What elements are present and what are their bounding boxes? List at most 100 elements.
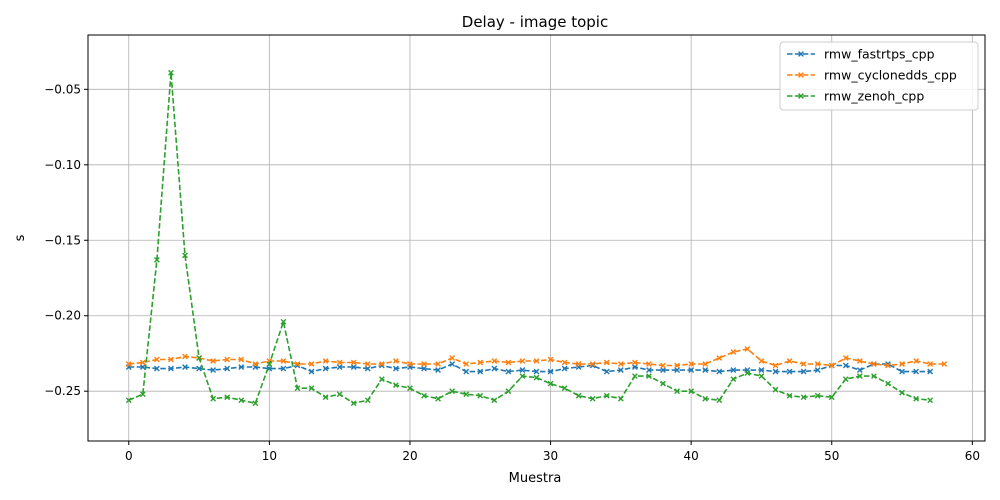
- legend-label: rmw_fastrtps_cpp: [824, 47, 935, 62]
- data-point: [814, 361, 821, 367]
- data-point: [772, 386, 779, 393]
- data-point: [210, 395, 217, 402]
- data-point: [758, 367, 765, 373]
- data-point: [505, 359, 512, 366]
- data-point: [660, 380, 666, 387]
- data-point: [435, 361, 441, 367]
- data-point: [364, 365, 371, 372]
- data-point: [139, 364, 146, 370]
- data-point: [350, 364, 357, 370]
- data-point: [800, 394, 807, 401]
- x-tick-label: 60: [965, 449, 980, 463]
- data-point: [702, 361, 709, 367]
- data-point: [280, 318, 287, 325]
- data-point: [786, 392, 793, 399]
- data-point: [336, 359, 343, 366]
- data-point: [730, 367, 737, 373]
- data-point: [674, 367, 680, 373]
- data-point: [786, 358, 793, 364]
- data-point: [393, 382, 399, 389]
- data-point: [378, 361, 385, 367]
- data-point: [927, 361, 934, 367]
- data-point: [716, 397, 723, 404]
- data-point: [927, 368, 934, 375]
- data-point: [421, 365, 427, 372]
- series-rmw-zenoh-cpp: [125, 69, 934, 407]
- data-point: [421, 392, 427, 399]
- legend-marker: [798, 51, 804, 57]
- data-point: [238, 356, 245, 363]
- data-point: [772, 362, 779, 369]
- series-line-rmw-zenoh-cpp: [128, 72, 931, 405]
- data-point: [702, 395, 709, 402]
- data-point: [336, 364, 343, 370]
- data-point: [828, 362, 835, 369]
- x-tick-label: 40: [684, 449, 699, 463]
- data-point: [533, 374, 540, 381]
- data-point: [744, 346, 751, 352]
- data-point: [210, 367, 217, 373]
- data-point: [589, 395, 596, 402]
- x-axis-label: Muestra: [509, 471, 562, 486]
- data-point: [856, 367, 863, 373]
- data-point: [885, 380, 891, 387]
- data-point: [449, 355, 456, 361]
- data-point: [238, 364, 245, 370]
- data-point: [660, 367, 666, 373]
- data-point: [224, 365, 231, 372]
- legend-label: rmw_zenoh_cpp: [824, 89, 924, 104]
- data-point: [182, 353, 188, 360]
- data-point: [350, 359, 357, 366]
- data-point: [449, 361, 456, 367]
- data-point: [378, 376, 385, 383]
- data-point: [702, 367, 709, 373]
- data-point: [533, 368, 540, 375]
- data-point: [617, 395, 624, 402]
- series-layer: [125, 69, 948, 407]
- data-point: [617, 367, 624, 373]
- data-point: [491, 358, 498, 364]
- data-point: [800, 361, 807, 367]
- data-point: [308, 368, 315, 375]
- data-point: [407, 385, 413, 392]
- data-point: [871, 361, 877, 367]
- x-tick-label: 30: [543, 449, 558, 463]
- y-tick-label: −0.20: [44, 309, 81, 323]
- data-point: [632, 359, 638, 366]
- data-point: [856, 373, 863, 379]
- data-point: [561, 359, 568, 366]
- data-point: [266, 361, 273, 367]
- data-point: [856, 358, 863, 364]
- data-point: [828, 394, 835, 401]
- data-point: [885, 362, 891, 369]
- data-point: [308, 361, 315, 367]
- data-point: [463, 368, 470, 375]
- data-point: [913, 395, 920, 402]
- data-point: [168, 365, 174, 372]
- data-point: [758, 373, 765, 379]
- data-point: [800, 368, 807, 375]
- data-point: [617, 361, 624, 367]
- x-tick-label: 0: [125, 449, 133, 463]
- data-point: [547, 380, 554, 387]
- data-point: [688, 361, 695, 367]
- data-point: [294, 385, 301, 392]
- data-point: [941, 361, 948, 367]
- data-point: [744, 370, 751, 376]
- data-point: [603, 359, 610, 366]
- legend-marker: [798, 72, 804, 78]
- data-point: [210, 358, 217, 364]
- data-point: [308, 385, 315, 392]
- chart-title: Delay - image topic: [462, 13, 608, 31]
- data-point: [561, 385, 568, 392]
- data-point: [435, 367, 441, 373]
- data-point: [842, 355, 849, 361]
- data-point: [519, 373, 526, 379]
- data-point: [842, 376, 849, 383]
- data-point: [646, 373, 652, 379]
- legend-box: [779, 41, 979, 111]
- legend-item-rmw-zenoh-cpp: rmw_zenoh_cpp: [787, 89, 924, 104]
- data-point: [364, 361, 371, 367]
- legend-marker: [798, 93, 804, 99]
- data-point: [491, 397, 498, 404]
